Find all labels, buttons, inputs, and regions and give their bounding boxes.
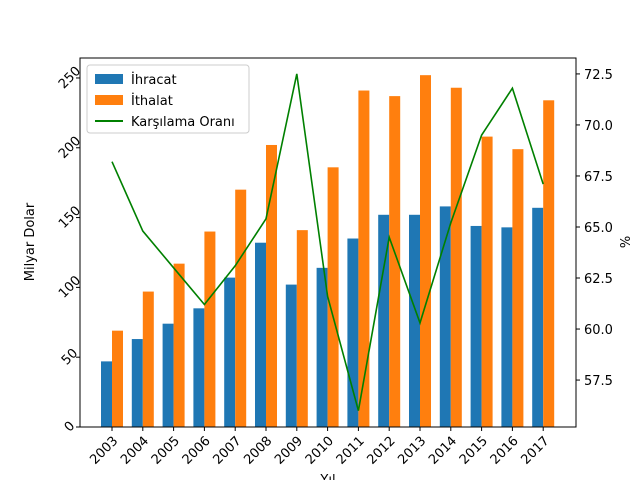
y-tick-label: 50 — [59, 346, 81, 368]
legend-label: İthalat — [131, 93, 173, 109]
bar — [142, 291, 154, 427]
bar — [420, 75, 431, 427]
bar — [501, 227, 513, 427]
bar — [235, 189, 247, 427]
x-tick-label: 2007 — [210, 434, 244, 468]
y2-tick-label: 57.5 — [584, 374, 613, 389]
x-tick-label: 2012 — [364, 434, 398, 468]
line — [111, 73, 544, 411]
y2-tick-label: 72.5 — [584, 68, 613, 83]
y2-axis-label: % — [619, 236, 634, 248]
x-tick-label: 2013 — [395, 434, 429, 468]
bar — [296, 230, 308, 427]
legend-swatch — [95, 74, 123, 84]
bar — [266, 144, 277, 428]
bar — [481, 136, 493, 427]
x-tick-label: 2009 — [272, 434, 306, 468]
x-tick-label: 2005 — [149, 434, 183, 468]
x-tick-label: 2006 — [180, 434, 214, 468]
plot-frame — [79, 57, 577, 428]
y-axis-label: Milyar Dolar — [23, 202, 38, 281]
x-tick-label: 2011 — [334, 434, 368, 468]
bar — [162, 323, 174, 427]
x-tick-label: 2015 — [457, 434, 491, 468]
bar — [224, 277, 236, 427]
bar — [532, 207, 544, 427]
x-tick-label: 2017 — [518, 434, 552, 468]
bar — [193, 308, 205, 427]
bar — [409, 214, 420, 427]
bar — [327, 167, 339, 428]
bar — [378, 214, 390, 427]
legend-label: Karşılama Oranı — [131, 115, 235, 130]
legend-label: İhracat — [131, 72, 177, 88]
bar — [450, 87, 462, 428]
bar — [543, 100, 555, 427]
bar — [131, 339, 143, 427]
bar — [204, 231, 216, 427]
bar — [470, 225, 482, 427]
y2-tick-label: 62.5 — [584, 272, 613, 287]
bar — [173, 263, 185, 427]
bar — [347, 238, 359, 427]
x-tick-label: 2003 — [87, 434, 121, 468]
y2-tick-label: 70.0 — [584, 119, 613, 134]
bar — [255, 242, 266, 427]
y2-tick-label: 65.0 — [584, 221, 613, 236]
y2-tick-label: 67.5 — [584, 170, 613, 185]
x-tick-label: 2010 — [303, 434, 337, 468]
bar — [112, 330, 123, 427]
legend-swatch — [95, 95, 123, 105]
x-tick-label: 2016 — [488, 434, 522, 468]
bar — [389, 96, 401, 428]
bar — [316, 267, 328, 427]
bar — [439, 206, 451, 427]
y2-tick-label: 60.0 — [584, 323, 613, 338]
x-tick-label: 2008 — [241, 434, 275, 468]
y-tick-label: 0 — [62, 419, 78, 435]
bar — [512, 149, 524, 428]
x-tick-label: 2014 — [426, 434, 460, 468]
legend-box — [86, 64, 250, 134]
bar — [101, 361, 112, 427]
bar — [358, 90, 370, 427]
x-axis-label: Yıl — [319, 473, 335, 480]
bar — [285, 284, 297, 427]
x-tick-label: 2004 — [118, 434, 152, 468]
